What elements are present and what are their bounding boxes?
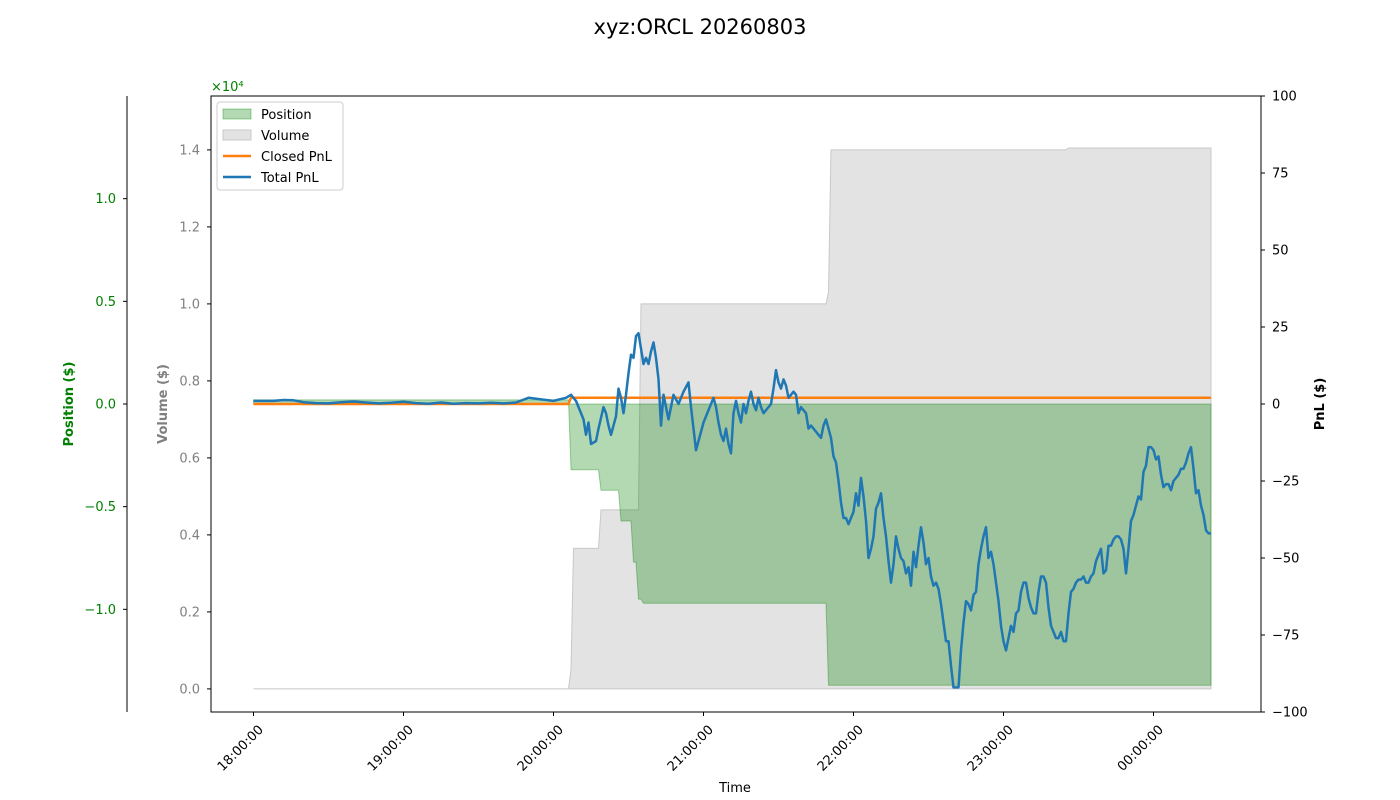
legend-label-total-pnl: Total PnL <box>260 171 319 186</box>
closed-pnl-line <box>253 396 1211 406</box>
pnl-axis-ticks: −100 −75 −50 −25 0 25 50 75 100 <box>1261 90 1308 721</box>
pnl-tick-label: −75 <box>1272 629 1299 644</box>
volume-tick-label: 0.2 <box>179 605 200 620</box>
position-area <box>253 399 1212 686</box>
legend-swatch-position <box>222 108 252 120</box>
pnl-tick-label: −50 <box>1272 552 1299 567</box>
position-tick-label: −0.5 <box>84 500 116 515</box>
legend-label-volume: Volume <box>261 129 309 144</box>
chart-title: xyz:ORCL 20260803 <box>594 15 807 39</box>
volume-tick-label: 0.4 <box>179 528 200 543</box>
pnl-tick-label: 0 <box>1272 398 1280 413</box>
volume-axis-label: Volume ($) <box>156 364 171 444</box>
position-axis-label: Position ($) <box>62 362 77 447</box>
x-tick-label: 22:00:00 <box>815 723 867 775</box>
x-axis-label: Time <box>718 781 751 796</box>
pnl-tick-label: −25 <box>1272 475 1299 490</box>
volume-tick-label: 1.2 <box>179 220 200 235</box>
volume-tick-label: 0.0 <box>179 682 200 697</box>
volume-tick-label: 0.8 <box>179 374 200 389</box>
volume-tick-label: 0.6 <box>179 451 200 466</box>
pnl-tick-label: 50 <box>1272 244 1289 259</box>
legend-box <box>216 101 344 191</box>
volume-tick-label: 1.0 <box>179 297 200 312</box>
plot-area <box>210 95 1262 713</box>
x-tick-label: 18:00:00 <box>215 723 267 775</box>
legend: Position Volume Closed PnL Total PnL <box>216 101 344 191</box>
total-pnl-line <box>253 331 1211 689</box>
x-tick-label: 21:00:00 <box>665 723 717 775</box>
x-tick-label: 20:00:00 <box>515 723 567 775</box>
volume-axis-ticks: 0.0 0.2 0.4 0.6 0.8 1.0 1.2 1.4 <box>179 143 211 697</box>
pnl-axis-label: PnL ($) <box>1313 378 1328 431</box>
position-axis-ticks: −1.0 −0.5 0.0 0.5 1.0 <box>84 192 127 618</box>
x-tick-label: 19:00:00 <box>365 723 417 775</box>
pnl-tick-label: 25 <box>1272 321 1289 336</box>
legend-label-position: Position <box>261 108 312 123</box>
x-axis-ticks: 18:00:00 19:00:00 20:00:00 21:00:00 22:00:00… <box>215 712 1167 775</box>
position-tick-label: 0.5 <box>95 295 116 310</box>
position-tick-label: −1.0 <box>84 603 116 618</box>
position-tick-label: 1.0 <box>95 192 116 207</box>
position-tick-label: 0.0 <box>95 398 116 413</box>
pnl-tick-label: −100 <box>1272 706 1308 721</box>
legend-swatch-volume <box>222 129 252 141</box>
x-tick-label: 00:00:00 <box>1115 723 1167 775</box>
legend-label-closed-pnl: Closed PnL <box>261 150 333 165</box>
volume-axis-exponent: ×10⁴ <box>211 80 244 95</box>
pnl-tick-label: 100 <box>1272 90 1297 105</box>
volume-tick-label: 1.4 <box>179 143 200 158</box>
x-tick-label: 23:00:00 <box>965 723 1017 775</box>
pnl-tick-label: 75 <box>1272 167 1289 182</box>
